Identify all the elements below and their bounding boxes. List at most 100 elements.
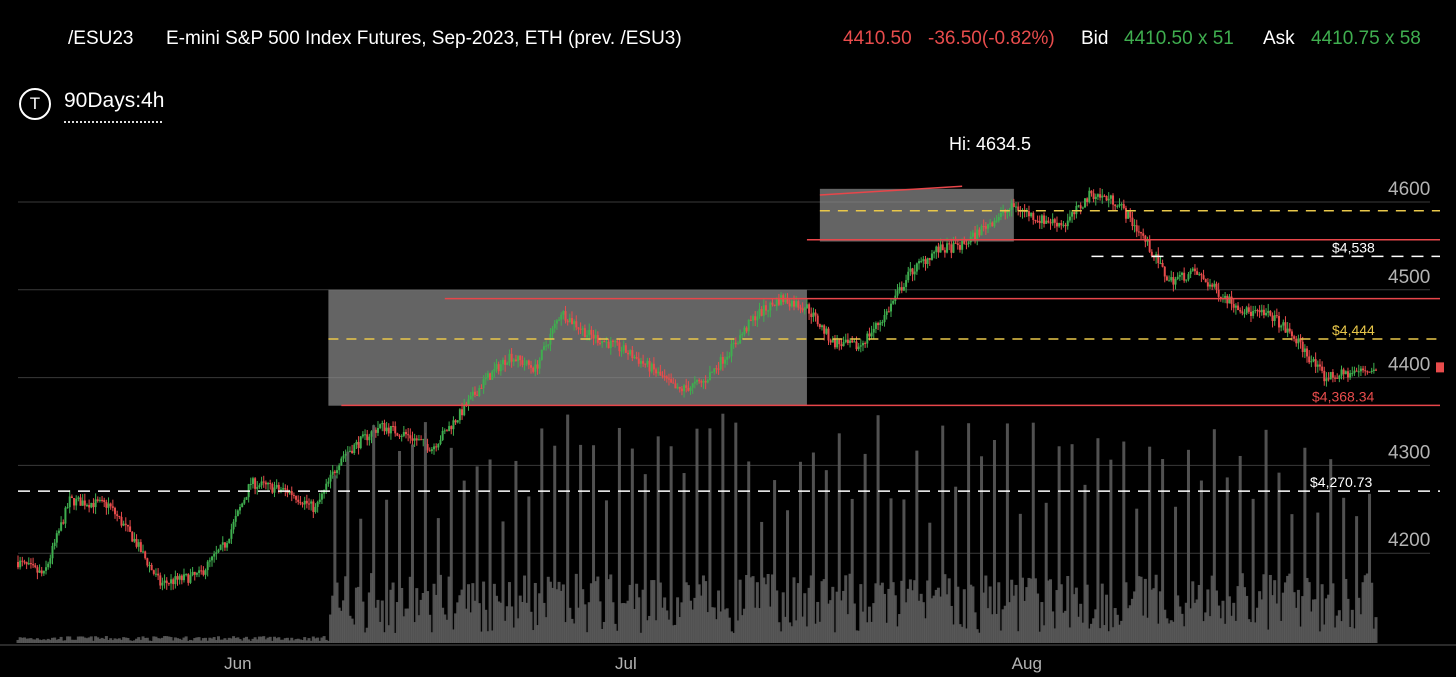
candle-body <box>269 483 272 485</box>
volume-bar <box>471 583 475 643</box>
volume-bar <box>671 625 675 643</box>
candle-body <box>1185 279 1188 281</box>
volume-bar <box>393 632 397 643</box>
candle-body <box>368 436 371 441</box>
volume-bar <box>255 639 259 643</box>
volume-bar <box>503 620 507 643</box>
volume-bar <box>926 580 930 643</box>
volume-bar <box>201 638 205 643</box>
candle-body <box>504 359 507 365</box>
candle-body <box>715 368 718 370</box>
volume-bar <box>736 620 740 643</box>
candle-body <box>1336 377 1339 379</box>
volume-bar <box>173 637 177 643</box>
volume-bar <box>592 445 596 643</box>
symbol[interactable]: /ESU23 <box>68 28 134 49</box>
candle-body <box>614 341 617 343</box>
candle-body <box>736 343 739 345</box>
volume-bar <box>1262 574 1266 643</box>
candle-body <box>821 325 824 328</box>
candle-body <box>1258 310 1261 313</box>
volume-bar <box>296 638 300 643</box>
volume-bar <box>512 627 516 643</box>
volume-bar <box>874 583 878 643</box>
volume-bar <box>816 601 820 643</box>
volume-bar <box>318 640 322 643</box>
candle-body <box>1310 361 1313 363</box>
candle-body <box>70 496 73 499</box>
candle-body <box>295 495 298 500</box>
candle-body <box>915 263 918 272</box>
candle-body <box>555 320 558 324</box>
candle-body <box>1103 195 1106 197</box>
volume-bar <box>684 582 688 643</box>
candle-body <box>1312 359 1315 362</box>
volume-bar <box>878 585 882 643</box>
volume-bar <box>238 639 242 643</box>
volume-bar <box>479 631 483 643</box>
volume-bar <box>81 636 85 643</box>
candle-body <box>342 455 345 459</box>
volume-bar <box>236 637 240 643</box>
candle-body <box>1217 289 1220 297</box>
candle-body <box>1066 220 1069 227</box>
candle-body <box>254 478 257 489</box>
candle-body <box>1331 371 1334 378</box>
candle-body <box>27 563 30 565</box>
candle-body <box>211 556 213 561</box>
volume-bar <box>693 597 697 643</box>
ask-value: 4410.75 x 58 <box>1311 28 1421 49</box>
volume-bar <box>486 631 490 643</box>
volume-bar <box>126 637 130 643</box>
last-price-marker <box>1436 362 1444 373</box>
volume-bar <box>833 632 837 643</box>
volume-bar <box>1020 577 1024 643</box>
candle-body <box>652 363 655 370</box>
volume-bar <box>1283 582 1287 643</box>
volume-bar <box>1273 580 1277 643</box>
volume-bar <box>115 639 119 643</box>
candle-body <box>622 345 625 351</box>
volume-bar <box>430 632 434 643</box>
candle-body <box>851 340 854 343</box>
candle-body <box>704 380 707 383</box>
volume-bar <box>807 587 811 643</box>
candle-body <box>1288 328 1291 332</box>
volume-bar <box>786 510 790 643</box>
volume-bar <box>176 638 180 643</box>
timeframe-selector[interactable]: 90Days:4h <box>64 89 165 112</box>
candle-body <box>409 435 412 439</box>
candle-body <box>644 363 647 365</box>
candle-body <box>75 498 78 506</box>
volume-bar <box>941 425 945 643</box>
volume-bar <box>794 620 798 643</box>
volume-bar <box>626 600 630 643</box>
volume-bar <box>1025 587 1029 643</box>
candle-body <box>978 229 981 236</box>
candle-body <box>741 334 744 336</box>
timeframe-icon[interactable]: T <box>19 88 51 120</box>
candle-body <box>251 478 254 484</box>
candle-body <box>508 353 511 364</box>
candle-body <box>428 450 431 452</box>
candle-body <box>396 433 399 436</box>
volume-bar <box>1243 587 1247 643</box>
volume-bar <box>1303 447 1307 643</box>
candle-body <box>109 503 112 507</box>
candle-body <box>1073 212 1076 215</box>
candle-body <box>25 561 28 565</box>
candle-body <box>987 224 989 229</box>
volume-bar <box>404 608 408 643</box>
volume-bar <box>1016 631 1020 643</box>
volume-bar <box>857 630 861 643</box>
candle-body <box>717 368 720 370</box>
candle-body <box>249 483 252 485</box>
candle-body <box>536 364 539 369</box>
candle-body <box>1187 274 1190 280</box>
volume-bar <box>667 619 671 643</box>
volume-bar <box>456 602 460 643</box>
candle-body <box>226 543 229 548</box>
candle-body <box>1297 338 1300 344</box>
volume-bar <box>1023 600 1027 643</box>
